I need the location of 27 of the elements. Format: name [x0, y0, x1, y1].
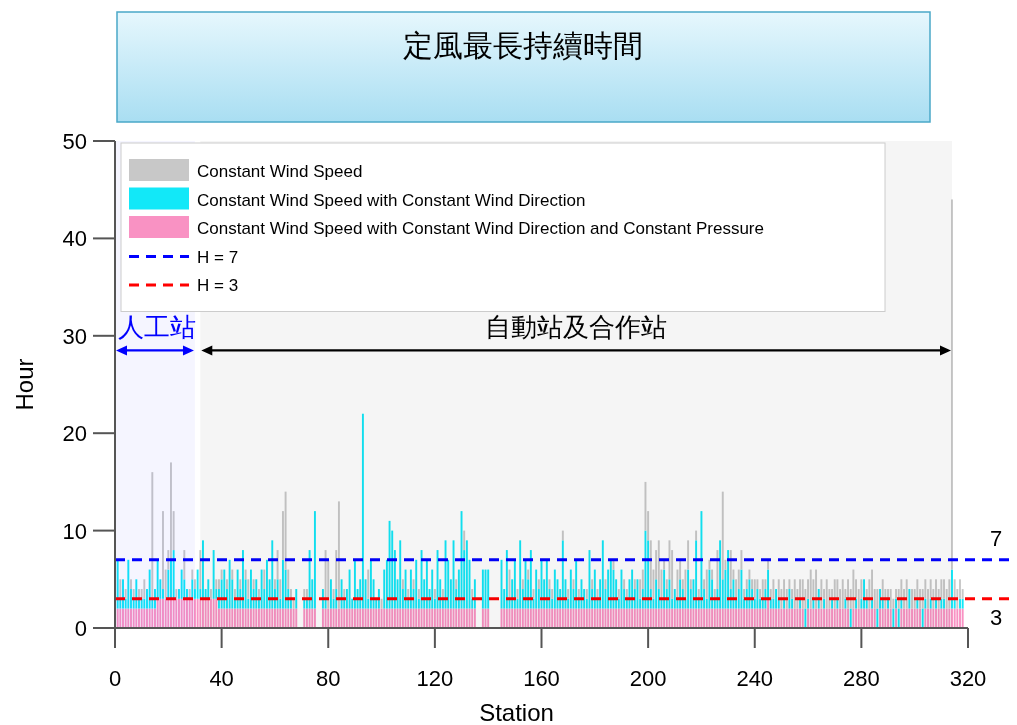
x-axis-title: Station — [479, 699, 554, 725]
legend-label: Constant Wind Speed with Constant Wind Direction — [197, 190, 586, 210]
x-tick-label: 280 — [843, 666, 880, 691]
legend-label: Constant Wind Speed with Constant Wind Direction and Constant Pressure — [197, 219, 764, 238]
y-tick-label: 30 — [62, 323, 87, 349]
y-tick-label: 50 — [62, 129, 87, 154]
x-tick-label: 320 — [949, 666, 987, 691]
chart-title: 定風最長持續時間 — [403, 29, 643, 62]
y-tick-label: 10 — [62, 518, 87, 544]
y-tick-label: 20 — [62, 421, 87, 447]
band-label: 自動站及合作站 — [485, 312, 668, 343]
y-tick-label: 0 — [74, 616, 87, 641]
annotation: 3 — [989, 604, 1003, 630]
y-axis-title: Hour — [11, 358, 38, 411]
annotation: 7 — [989, 525, 1003, 551]
x-tick-label: 40 — [209, 666, 234, 691]
x-tick-label: 240 — [736, 666, 774, 691]
x-tick-label: 200 — [629, 666, 667, 691]
legend-label: H = 7 — [197, 247, 239, 267]
band-label: 人工站 — [118, 312, 196, 343]
legend-label: Constant Wind Speed — [197, 162, 363, 181]
y-tick-label: 40 — [62, 226, 87, 252]
x-tick-label: 80 — [316, 666, 341, 691]
legend-label: H = 3 — [197, 276, 239, 295]
x-tick-label: 0 — [108, 666, 122, 691]
x-tick-label: 120 — [416, 666, 454, 691]
x-tick-label: 160 — [523, 666, 560, 691]
